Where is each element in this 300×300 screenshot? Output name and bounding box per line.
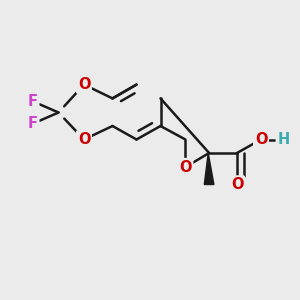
Text: O: O	[78, 132, 90, 147]
Text: F: F	[28, 94, 38, 109]
Text: H: H	[278, 132, 290, 147]
Polygon shape	[204, 153, 214, 184]
Text: F: F	[28, 116, 38, 131]
Text: O: O	[78, 77, 90, 92]
Text: O: O	[255, 132, 267, 147]
Text: O: O	[231, 177, 243, 192]
Text: O: O	[179, 160, 192, 175]
